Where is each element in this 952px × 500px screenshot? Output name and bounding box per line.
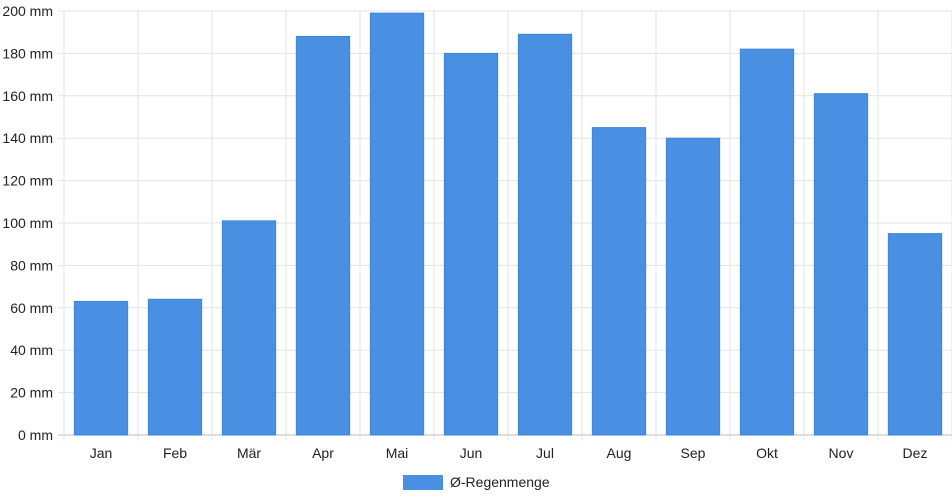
bar-apr[interactable] — [295, 35, 351, 436]
x-tick-label: Dez — [903, 445, 928, 461]
bars — [73, 12, 943, 436]
y-tick-label: 80 mm — [10, 257, 53, 273]
y-tick-label: 60 mm — [10, 300, 53, 316]
bar-feb[interactable] — [147, 298, 203, 436]
bar-okt[interactable] — [739, 48, 795, 436]
legend[interactable]: Ø-Regenmenge — [403, 474, 550, 490]
x-tick-label: Aug — [607, 445, 632, 461]
y-tick-label: 20 mm — [10, 385, 53, 401]
y-tick-label: 200 mm — [2, 3, 53, 19]
y-tick-label: 40 mm — [10, 342, 53, 358]
bar-jun[interactable] — [443, 52, 499, 436]
legend-label: Ø-Regenmenge — [450, 474, 550, 490]
y-tick-label: 160 mm — [2, 88, 53, 104]
x-tick-label: Sep — [681, 445, 706, 461]
bar-sep[interactable] — [665, 137, 721, 436]
x-axis-tick-labels: Jan Feb Mär Apr Mai Jun Jul Aug Sep Okt Nov Dez — [90, 445, 928, 461]
bar-jan[interactable] — [73, 300, 129, 436]
x-tick-label: Jan — [90, 445, 113, 461]
y-tick-label: 100 mm — [2, 215, 53, 231]
x-tick-label: Feb — [163, 445, 187, 461]
y-tick-label: 120 mm — [2, 173, 53, 189]
y-tick-label: 140 mm — [2, 130, 53, 146]
bar-jul[interactable] — [517, 33, 573, 436]
x-tick-label: Okt — [756, 445, 778, 461]
bar-mär[interactable] — [221, 220, 277, 436]
grid — [58, 10, 952, 441]
x-tick-label: Jul — [536, 445, 554, 461]
legend-swatch — [403, 475, 443, 490]
x-tick-label: Nov — [829, 445, 854, 461]
y-axis-tick-labels: 0 mm 20 mm 40 mm 60 mm 80 mm 100 mm 120 mm 140 … — [2, 3, 53, 443]
bar-aug[interactable] — [591, 127, 647, 436]
bar-dez[interactable] — [887, 233, 943, 436]
bar-mai[interactable] — [369, 12, 425, 436]
x-tick-label: Mär — [237, 445, 261, 461]
x-tick-label: Mai — [386, 445, 409, 461]
y-tick-label: 180 mm — [2, 45, 53, 61]
bar-nov[interactable] — [813, 93, 869, 436]
y-tick-label: 0 mm — [18, 427, 53, 443]
x-tick-label: Apr — [312, 445, 334, 461]
x-tick-label: Jun — [460, 445, 483, 461]
